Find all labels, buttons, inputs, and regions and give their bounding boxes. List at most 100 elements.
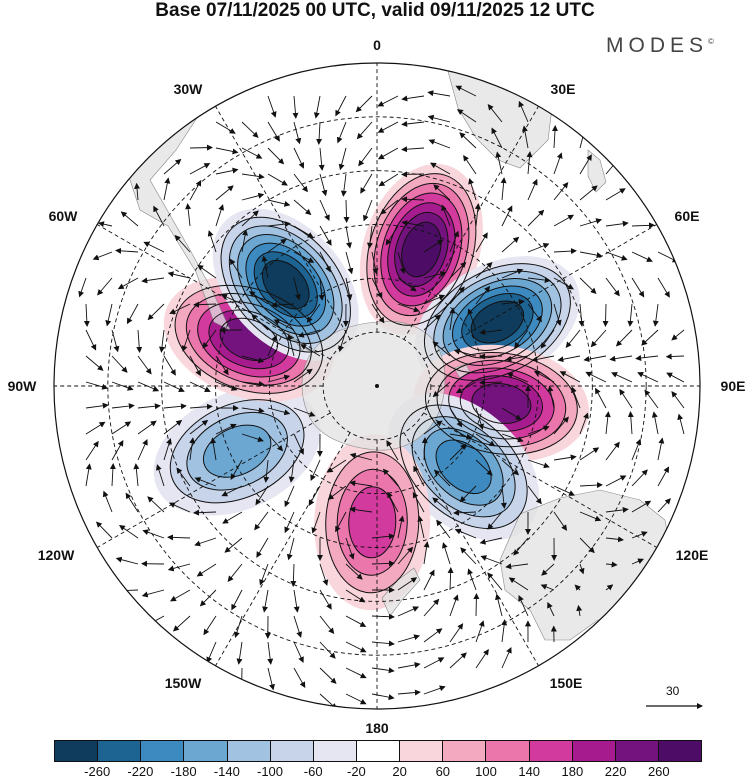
wind-vector <box>671 391 685 409</box>
wind-vector <box>377 147 399 160</box>
colorbar-bin <box>615 741 659 761</box>
wind-vector <box>455 381 477 394</box>
wind-vector <box>308 485 321 507</box>
wind-vector <box>267 641 274 665</box>
contour-dipole-115w-low <box>202 424 272 478</box>
wind-vector <box>578 563 585 575</box>
wind-vector <box>345 693 367 705</box>
meridian-label-90w: 90W <box>7 378 37 394</box>
meridian-label-90e: 90E <box>720 378 746 394</box>
modes-logo: MODES© <box>606 34 714 58</box>
meridian-line <box>215 106 351 340</box>
wind-vector <box>229 258 243 279</box>
wind-vector <box>215 423 237 435</box>
wind-vector <box>432 497 451 513</box>
wind-vector <box>595 387 607 409</box>
colorbar <box>54 740 702 762</box>
wind-vector <box>147 496 165 513</box>
wind-vector <box>371 303 385 324</box>
wind-vector <box>319 589 332 610</box>
wind-vector <box>126 303 139 325</box>
wind-vector <box>215 204 225 227</box>
wind-vector <box>267 407 291 416</box>
contour-dipole-45w-low <box>253 251 318 319</box>
wind-vector <box>261 255 269 279</box>
wind-vector <box>338 147 347 171</box>
wind-vector <box>500 485 507 509</box>
wind-vector <box>501 299 525 305</box>
wind-vector <box>578 303 585 327</box>
wind-vector <box>85 329 97 351</box>
contour-dipole-60e-low <box>470 300 525 344</box>
wind-vector <box>495 593 503 617</box>
wind-vector <box>136 329 143 353</box>
wind-vector <box>241 121 259 138</box>
wind-vector <box>273 319 295 331</box>
wind-vector <box>92 251 113 261</box>
wind-vector <box>412 491 425 513</box>
wind-vector <box>85 421 106 435</box>
colorbar-bin <box>98 741 142 761</box>
wind-vector <box>356 121 373 140</box>
anomaly-level-dipole-0-high <box>401 222 442 277</box>
wind-vector <box>267 221 291 228</box>
wind-vector <box>174 234 191 253</box>
wind-vector <box>527 425 550 435</box>
wind-vector <box>259 563 269 586</box>
wind-vector <box>137 355 152 375</box>
wind-vector <box>553 214 575 227</box>
wind-vector <box>293 615 303 638</box>
colorbar-tick-label: -180 <box>170 764 197 779</box>
wind-vector <box>167 563 191 572</box>
wind-vector <box>290 563 297 587</box>
wind-vector <box>267 238 287 253</box>
map-title: Base 07/11/2025 00 UTC, valid 09/11/2025… <box>155 0 595 21</box>
wind-vector <box>286 537 295 561</box>
wind-vector <box>527 459 550 469</box>
wind-vector <box>475 232 488 253</box>
wind-vector <box>579 511 602 522</box>
wind-vector <box>181 329 191 352</box>
wind-vector <box>397 689 421 696</box>
colorbar-bin <box>486 741 530 761</box>
wind-vector <box>527 303 543 323</box>
wind-vector <box>163 355 176 376</box>
wind-vector <box>605 536 624 543</box>
wind-vector <box>378 173 399 187</box>
wind-vector <box>540 584 555 591</box>
wind-vector <box>397 606 420 617</box>
wind-vector <box>141 277 165 284</box>
vector-scale-label: 30 <box>666 684 680 698</box>
wind-vector <box>631 438 642 461</box>
wind-vector <box>117 277 139 290</box>
meridian-line <box>403 106 539 340</box>
contour-dipole-75w-high <box>185 293 312 386</box>
wind-vector <box>475 407 484 430</box>
colorbar-tick-label: 140 <box>518 764 541 779</box>
wind-vector <box>475 648 489 669</box>
wind-vector <box>118 525 139 539</box>
anomaly-level-dipole-180-high <box>348 486 396 558</box>
wind-vector <box>611 372 633 383</box>
wind-vector <box>382 468 399 487</box>
contour-dipole-60e-low <box>433 270 562 374</box>
wind-vector <box>111 381 134 391</box>
colorbar-bin <box>443 741 487 761</box>
wind-vector <box>441 542 451 565</box>
wind-vector <box>167 534 191 541</box>
wind-vector <box>371 667 395 674</box>
wind-vector <box>455 85 477 97</box>
south-pole-marker <box>375 384 379 388</box>
wind-vector <box>553 454 577 461</box>
wind-vector <box>267 433 284 452</box>
wind-vector <box>386 440 399 461</box>
wind-vector <box>143 241 165 253</box>
wind-vector <box>326 459 347 473</box>
wind-vector <box>479 329 503 336</box>
wind-vector <box>319 667 337 684</box>
wind-vector <box>102 490 113 513</box>
wind-vector <box>631 500 652 513</box>
meridian-label-60w: 60W <box>48 208 78 224</box>
wind-vector <box>234 615 243 638</box>
wind-vector <box>553 182 569 201</box>
